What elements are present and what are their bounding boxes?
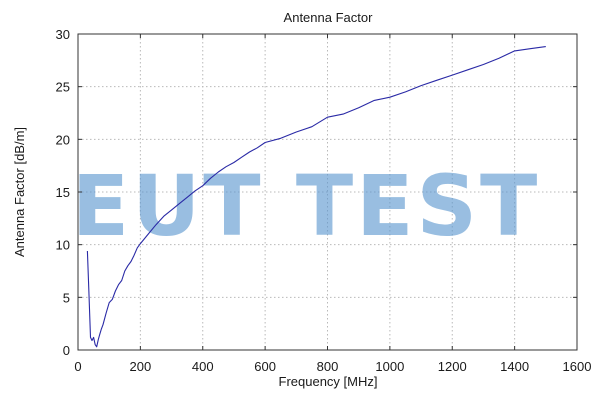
y-tick-label: 25	[56, 80, 70, 95]
grid-lines	[78, 34, 577, 350]
y-tick-label: 5	[63, 290, 70, 305]
y-tick-label: 10	[56, 238, 70, 253]
y-tick-label: 15	[56, 185, 70, 200]
y-tick-label: 20	[56, 132, 70, 147]
x-tick-label: 1200	[438, 359, 467, 374]
x-tick-label: 600	[254, 359, 276, 374]
series-layer	[86, 46, 546, 348]
x-tick-label: 800	[317, 359, 339, 374]
watermark-text: EUT TEST	[72, 157, 541, 255]
x-tick-label: 400	[192, 359, 214, 374]
x-axis-label: Frequency [MHz]	[279, 374, 378, 389]
y-tick-label: 0	[63, 343, 70, 358]
x-tick-label: 200	[130, 359, 152, 374]
chart-title: Antenna Factor	[284, 10, 374, 25]
y-axis-label: Antenna Factor [dB/m]	[12, 127, 27, 257]
axis-ticks: 0 200 400 600 800 1000 1200 1400 1600 0 5 10 15 20 25 3…	[56, 27, 592, 374]
watermark: EUT TEST	[72, 157, 541, 255]
x-tick-label: 1400	[500, 359, 529, 374]
x-tick-label: 1000	[375, 359, 404, 374]
x-tick-label: 1600	[563, 359, 592, 374]
series-line	[86, 46, 546, 348]
x-tick-label: 0	[74, 359, 81, 374]
y-tick-label: 30	[56, 27, 70, 42]
